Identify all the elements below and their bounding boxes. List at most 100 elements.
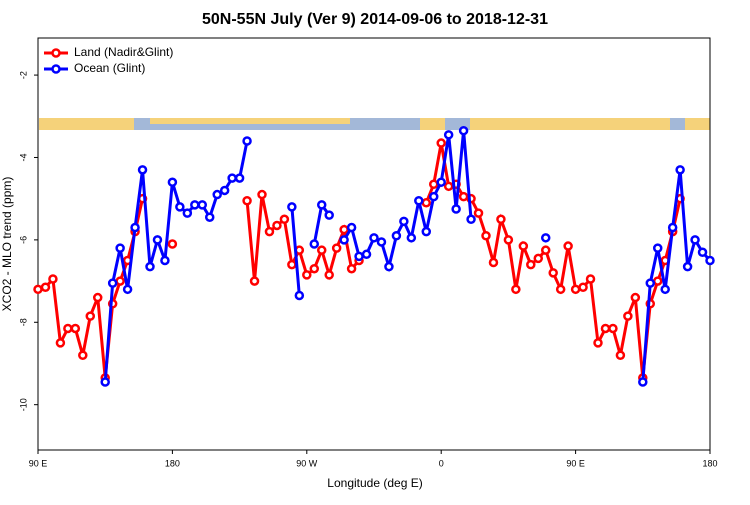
point <box>324 210 334 220</box>
point <box>100 377 110 387</box>
map-strip <box>39 118 710 130</box>
point <box>85 311 96 321</box>
point <box>511 284 521 295</box>
point <box>167 239 178 249</box>
point <box>130 222 140 233</box>
point <box>667 222 678 233</box>
y-axis-label: XCO2 - MLO trend (ppm) <box>0 177 14 312</box>
point <box>563 241 573 251</box>
point <box>697 247 708 257</box>
point <box>175 202 185 212</box>
point <box>496 214 506 225</box>
x-tick-label: 90 E <box>29 458 48 468</box>
point <box>660 284 670 295</box>
point <box>346 263 357 274</box>
point <box>458 191 469 202</box>
point <box>682 261 693 272</box>
point <box>40 282 51 293</box>
point <box>324 270 334 280</box>
point <box>309 263 320 274</box>
point <box>705 255 715 266</box>
point <box>376 237 387 247</box>
point <box>137 165 148 175</box>
point <box>361 249 372 260</box>
point <box>78 350 88 360</box>
point <box>578 282 588 293</box>
land-strip <box>150 118 350 124</box>
point <box>55 338 66 348</box>
point <box>115 243 125 253</box>
x-tick-label: 90 W <box>296 458 318 468</box>
point <box>421 226 432 237</box>
point <box>555 284 566 295</box>
point <box>473 208 484 218</box>
x-axis-label: Longitude (deg E) <box>327 476 422 490</box>
point <box>242 136 252 146</box>
point <box>190 200 200 210</box>
point <box>533 253 544 264</box>
point <box>623 311 633 321</box>
y-tick-label: -10 <box>18 398 28 411</box>
point <box>391 231 402 241</box>
point <box>204 212 215 222</box>
y-tick-label: -2 <box>18 71 28 79</box>
point <box>70 323 81 334</box>
point <box>302 270 312 280</box>
point <box>451 204 461 214</box>
chart-title: 50N-55N July (Ver 9) 2014-09-06 to 2018-… <box>202 11 548 28</box>
legend-marker <box>51 64 61 74</box>
point <box>458 125 469 136</box>
point <box>369 233 379 243</box>
point <box>675 165 685 175</box>
point <box>548 268 558 278</box>
point <box>257 189 267 200</box>
point <box>152 235 163 245</box>
point <box>526 259 536 270</box>
point <box>436 138 446 148</box>
y-tick-label: -8 <box>18 318 28 326</box>
y-tick-label: -4 <box>18 153 28 161</box>
point <box>466 214 476 225</box>
point <box>443 181 454 192</box>
point <box>316 245 327 255</box>
point <box>652 276 663 286</box>
point <box>443 130 454 140</box>
point <box>436 177 446 187</box>
point <box>279 214 290 225</box>
point <box>615 350 626 360</box>
point <box>638 377 648 387</box>
point <box>182 208 193 218</box>
point <box>488 257 499 268</box>
point <box>197 200 208 210</box>
point <box>92 292 103 303</box>
point <box>167 177 178 187</box>
series-line <box>103 130 712 383</box>
y-tick-label: -6 <box>18 236 28 244</box>
point <box>585 274 596 284</box>
point <box>600 323 611 334</box>
point <box>339 235 349 245</box>
point <box>346 222 357 233</box>
plot-frame <box>37 37 711 451</box>
point <box>406 233 417 243</box>
point <box>107 278 118 288</box>
point <box>481 231 491 241</box>
point <box>645 278 656 288</box>
point <box>421 198 432 208</box>
point <box>160 255 170 266</box>
point <box>428 191 439 202</box>
point <box>503 235 514 245</box>
point <box>540 245 551 255</box>
point <box>399 216 409 227</box>
point <box>690 235 700 245</box>
point <box>287 259 297 270</box>
point <box>354 251 364 262</box>
land-strip <box>470 118 670 130</box>
legend-marker <box>51 48 61 58</box>
land-strip <box>420 118 445 130</box>
point <box>294 290 305 301</box>
x-tick-label: 180 <box>165 458 180 468</box>
point <box>234 173 245 183</box>
x-tick-label: 180 <box>702 458 717 468</box>
